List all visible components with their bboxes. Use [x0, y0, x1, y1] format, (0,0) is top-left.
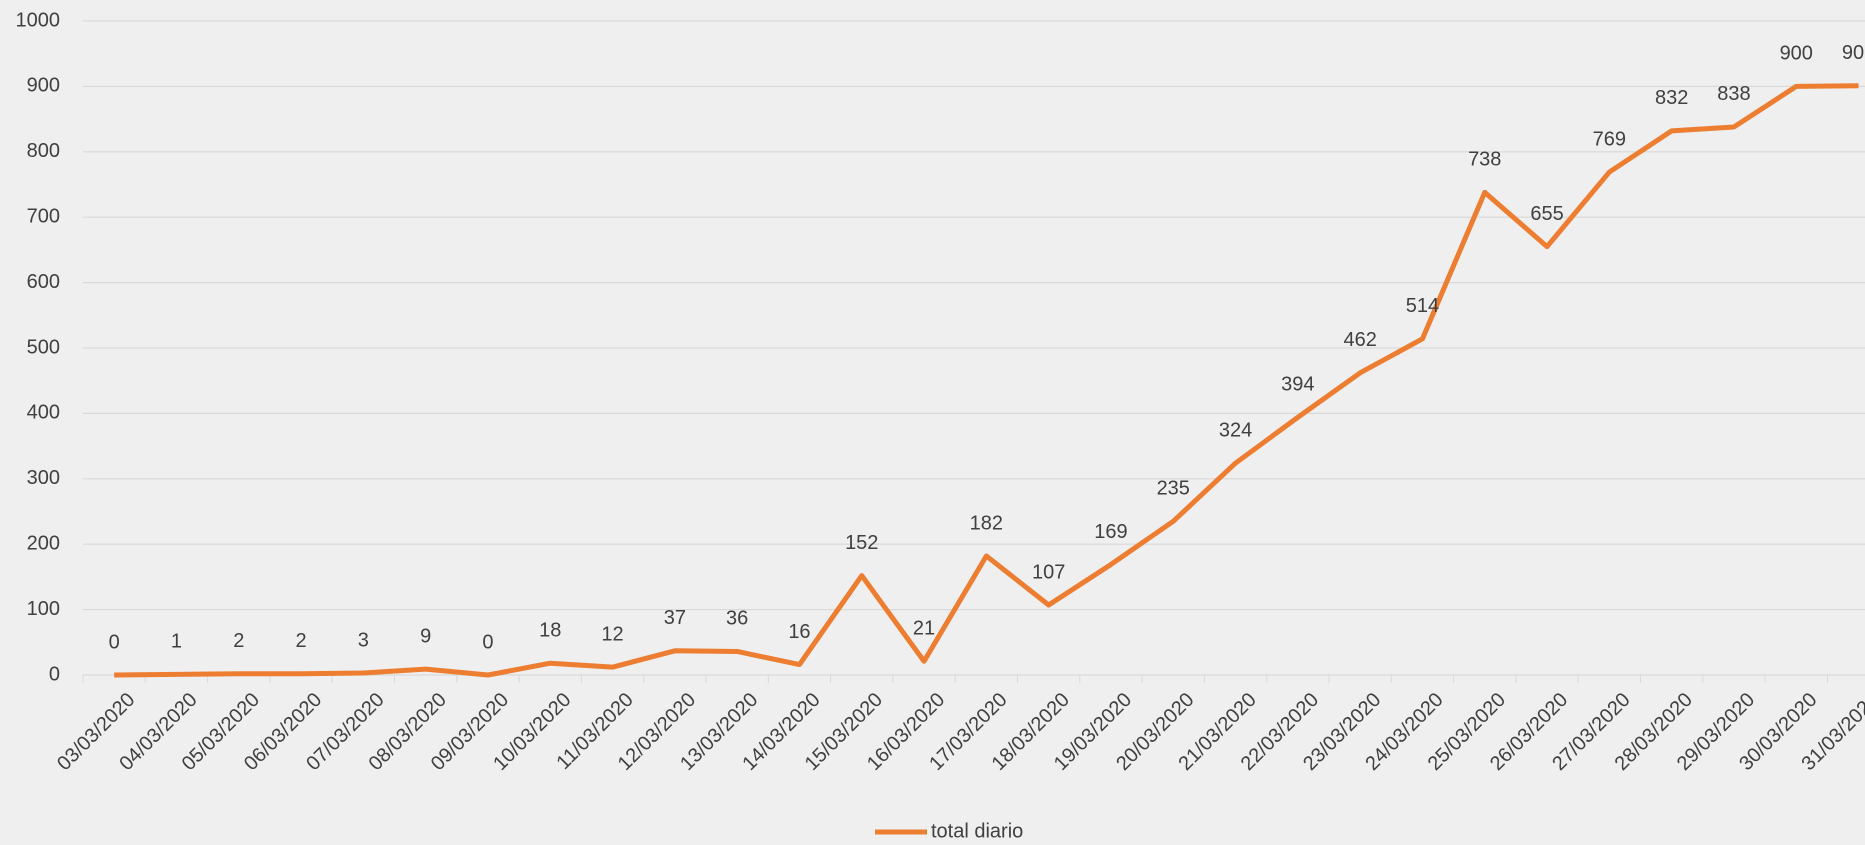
y-tick-label: 200 [27, 532, 60, 554]
data-label: 37 [664, 607, 686, 629]
data-label: 16 [788, 621, 810, 643]
data-label: 18 [539, 620, 561, 642]
data-label: 324 [1219, 419, 1252, 441]
y-tick-label: 0 [49, 663, 60, 685]
data-label: 655 [1530, 203, 1563, 225]
data-label: 9 [420, 625, 431, 647]
data-label: 514 [1406, 295, 1439, 317]
data-label: 169 [1094, 521, 1127, 543]
legend-label: total diario [931, 820, 1023, 842]
line [114, 83, 1859, 678]
data-label: 2 [233, 630, 244, 652]
data-label: 900 [1780, 43, 1813, 65]
data-label: 901 [1842, 42, 1865, 64]
data-label: 2 [295, 630, 306, 652]
data-label: 462 [1343, 329, 1376, 351]
y-tick-label: 100 [27, 598, 60, 620]
data-label: 0 [482, 631, 493, 653]
y-tick-label: 300 [27, 467, 60, 489]
data-label: 0 [109, 631, 120, 653]
y-tick-label: 1000 [16, 9, 61, 31]
data-label: 152 [845, 532, 878, 554]
data-label: 738 [1468, 149, 1501, 171]
data-label: 235 [1157, 478, 1190, 500]
data-label: 12 [601, 623, 623, 645]
y-tick-label: 600 [27, 271, 60, 293]
data-label: 182 [970, 512, 1003, 534]
y-tick-label: 500 [27, 336, 60, 358]
data-label: 832 [1655, 87, 1688, 109]
y-tick-label: 700 [27, 205, 60, 227]
y-tick-label: 400 [27, 402, 60, 424]
data-label: 107 [1032, 561, 1065, 583]
data-label: 838 [1717, 83, 1750, 105]
data-label: 769 [1593, 128, 1626, 150]
data-label: 3 [358, 629, 369, 651]
y-tick-label: 900 [27, 75, 60, 97]
data-label: 1 [171, 631, 182, 653]
y-tick-label: 800 [27, 140, 60, 162]
data-label: 394 [1281, 374, 1314, 396]
data-label: 36 [726, 608, 748, 630]
data-label: 21 [913, 618, 935, 640]
